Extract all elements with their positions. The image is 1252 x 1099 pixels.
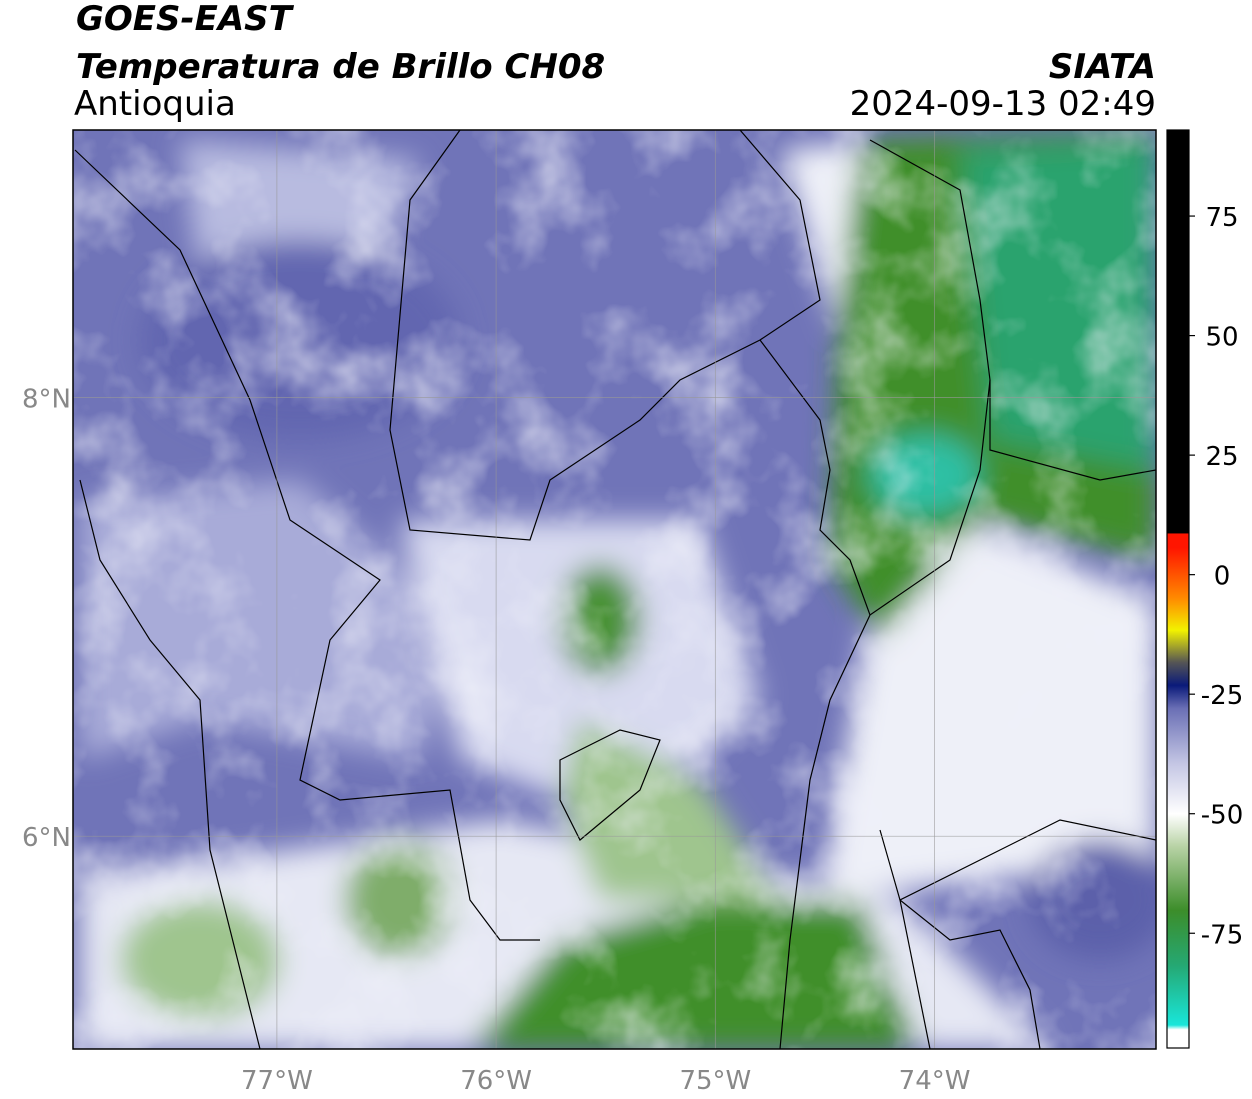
colorbar-tick-label: 50	[1205, 323, 1238, 353]
colorbar-tick-label: 75	[1205, 203, 1238, 233]
colorbar-tick-label: -25	[1201, 681, 1243, 711]
colorbar-tick-label: -50	[1201, 801, 1243, 831]
source: SIATA	[1049, 47, 1156, 87]
colorbar-tick-label: 0	[1214, 562, 1231, 592]
colorbar	[1166, 129, 1190, 1049]
datetime: 2024-09-13 02:49	[850, 84, 1156, 124]
subtitle: Temperatura de Brillo CH08	[76, 47, 605, 87]
y-tick-label: 6°N	[22, 823, 71, 853]
x-tick-label: 76°W	[460, 1066, 532, 1096]
map-image	[73, 130, 1156, 1049]
x-tick-label: 77°W	[241, 1066, 313, 1096]
y-tick-label: 8°N	[22, 385, 71, 415]
title: GOES-EAST	[76, 0, 295, 39]
colorbar-tick-label: -75	[1201, 920, 1243, 950]
region: Antioquia	[74, 84, 236, 124]
x-tick-label: 75°W	[679, 1066, 751, 1096]
colorbar-tick-label: 25	[1205, 442, 1238, 472]
map-frame	[72, 129, 1157, 1050]
x-tick-label: 74°W	[899, 1066, 971, 1096]
